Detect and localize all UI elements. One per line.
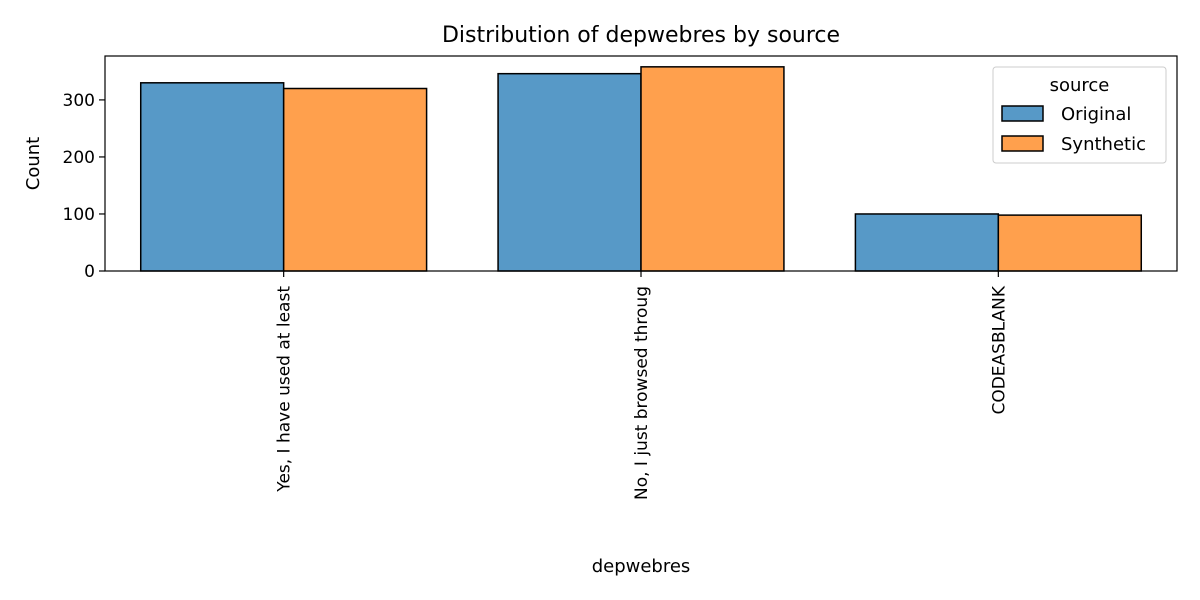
bar-synthetic-1 — [640, 66, 785, 272]
plot-frame — [104, 55, 1178, 272]
bar-original-2 — [854, 213, 1000, 272]
bar-synthetic-0 — [282, 87, 428, 272]
legend-title: source — [1050, 75, 1110, 96]
legend-label-synthetic: Synthetic — [1061, 134, 1146, 155]
chart-title: Distribution of depwebres by source — [442, 23, 840, 48]
legend-label-original: Original — [1061, 104, 1131, 125]
x-axis-ticks: Yes, I have used at least No, I just brow… — [275, 271, 1009, 500]
bar-original-0 — [139, 82, 285, 272]
legend-swatch-synthetic — [1001, 135, 1044, 152]
legend-items: Original Synthetic — [1001, 104, 1146, 155]
y-axis-ticks: 0 100 200 300 — [63, 91, 105, 282]
x-axis-label: depwebres — [592, 556, 691, 577]
y-tick-label: 0 — [84, 262, 95, 282]
legend: source Original Synthetic — [992, 66, 1167, 164]
x-tick-label: No, I just browsed throug — [632, 286, 652, 500]
x-tick-label: CODEASBLANK — [989, 285, 1009, 414]
y-tick-label: 100 — [63, 205, 95, 225]
bars-group — [139, 66, 1143, 272]
y-tick-label: 200 — [63, 148, 95, 168]
bar-synthetic-2 — [997, 214, 1143, 272]
legend-swatch-original — [1001, 105, 1044, 122]
bar-original-1 — [497, 72, 642, 272]
x-tick-label: Yes, I have used at least — [275, 286, 295, 493]
y-axis-label: Count — [23, 137, 44, 190]
y-tick-label: 300 — [63, 91, 95, 111]
